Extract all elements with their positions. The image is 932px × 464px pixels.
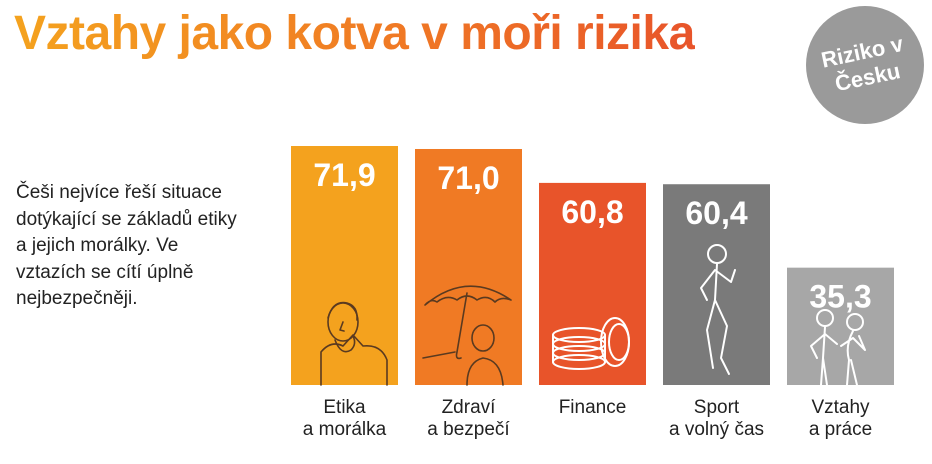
couple-icon: [810, 309, 866, 386]
category-label: Sport a volný čas: [669, 397, 764, 440]
data-label: 71,0: [437, 160, 499, 196]
person-hand-on-mouth-icon: [320, 301, 388, 386]
data-label: 35,3: [809, 279, 871, 315]
chart-description: Češi nejvíce řeší situace dotýkající se …: [16, 182, 237, 309]
bar: [787, 267, 894, 385]
data-label: 60,8: [561, 194, 623, 230]
category-label: Zdraví a bezpečí: [427, 397, 510, 440]
bar-group: 71,0 Zdraví a bezpečí: [415, 148, 522, 440]
category-label: Finance: [559, 397, 627, 418]
bar-group: 60,8 Finance: [539, 182, 646, 418]
umbrella-and-person-icon: [422, 285, 512, 386]
data-label: 60,4: [685, 195, 747, 231]
coin-stack-icon: [552, 317, 630, 370]
bar-group: 71,9 Etika a morálka: [291, 146, 398, 440]
topic-badge: Riziko v Česku: [806, 6, 924, 124]
bar-group: 60,4 Sport a volný čas: [663, 184, 770, 440]
bar: [415, 148, 522, 385]
runner-icon: [700, 244, 736, 375]
bar-group: 35,3 Vztahy a práce: [787, 267, 894, 440]
category-label: Etika a morálka: [303, 397, 387, 440]
page-title: Vztahy jako kotva v moři rizika: [14, 4, 695, 64]
data-label: 71,9: [313, 157, 375, 193]
category-label: Vztahy a práce: [809, 397, 872, 440]
